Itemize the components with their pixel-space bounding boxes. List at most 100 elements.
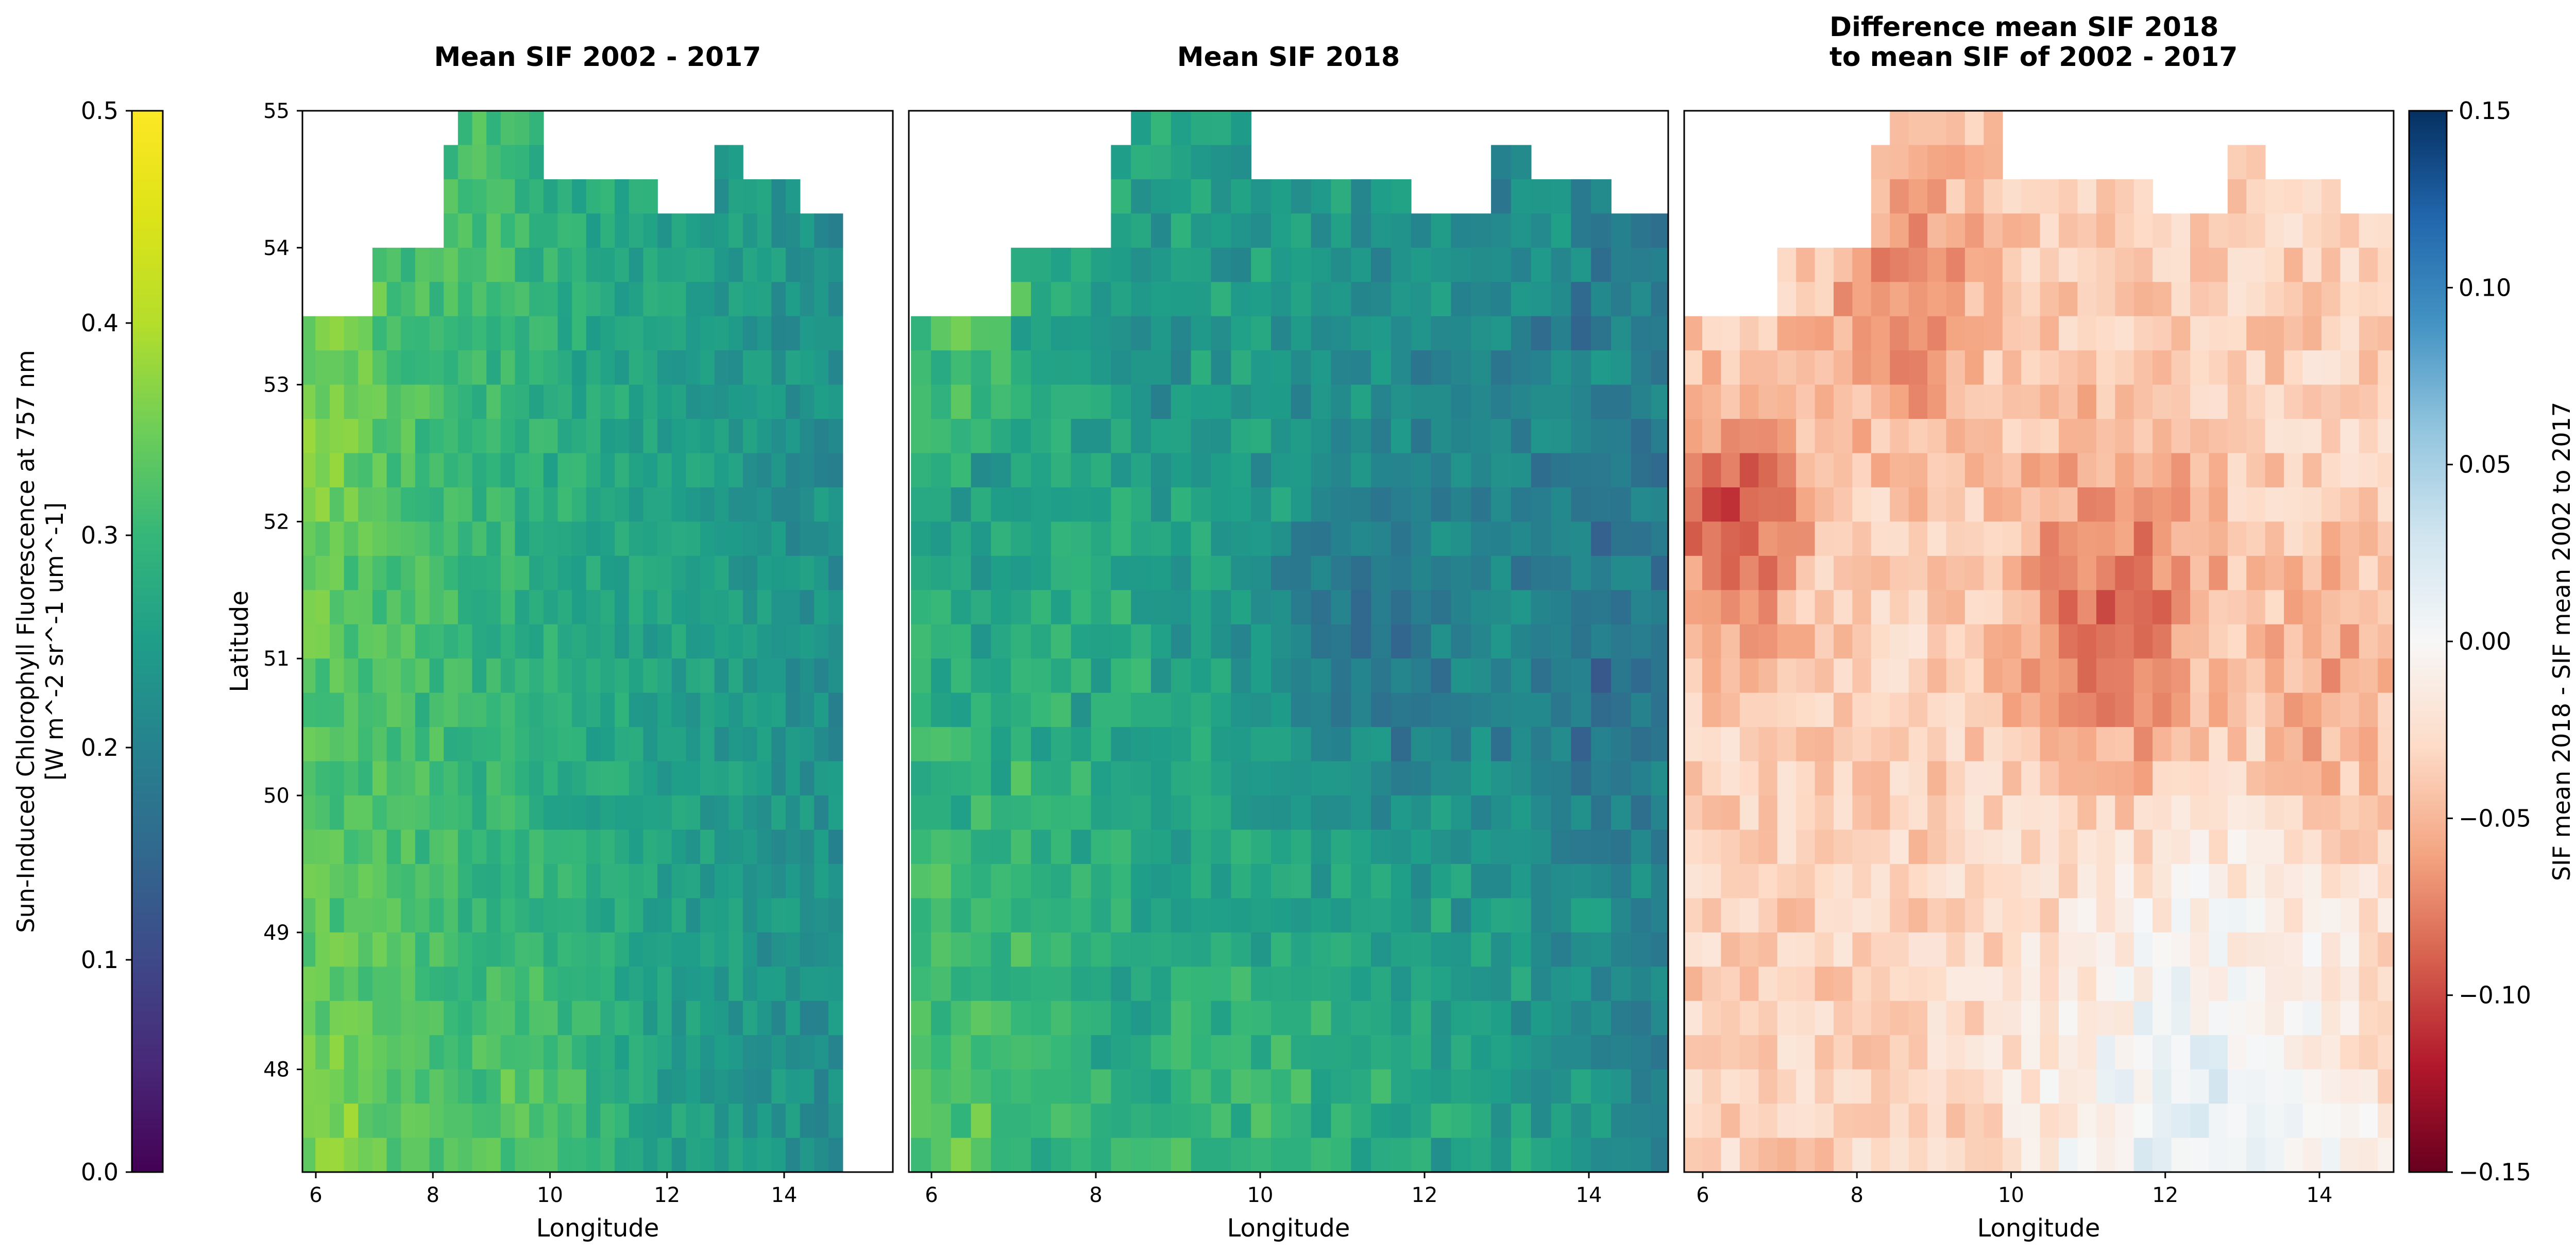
heatmap-cell	[1050, 967, 1072, 1002]
heatmap-cell	[1833, 761, 1853, 796]
heatmap-cell	[600, 590, 615, 625]
heatmap-cell	[1451, 1138, 1472, 1173]
heatmap-cell	[457, 487, 473, 522]
heatmap-cell	[1796, 795, 1816, 831]
heatmap-cell	[344, 1035, 359, 1070]
heatmap-cell	[1091, 932, 1112, 968]
heatmap-cell	[771, 863, 786, 899]
heatmap-cell	[1071, 761, 1092, 796]
heatmap-cell	[1270, 453, 1292, 488]
heatmap-cell	[1511, 384, 1532, 419]
heatmap-cell	[1984, 487, 2003, 522]
heatmap-cell	[1571, 692, 1591, 727]
heatmap-cell	[302, 624, 316, 659]
heatmap-cell	[401, 384, 416, 419]
heatmap-cell	[1815, 590, 1834, 625]
heatmap-cell	[2378, 350, 2394, 385]
heatmap-cell	[329, 1069, 345, 1104]
heatmap-cell	[714, 1035, 730, 1070]
heatmap-cell	[1251, 247, 1272, 283]
heatmap-cell	[785, 179, 801, 214]
heatmap-cell	[1171, 658, 1192, 693]
heatmap-cell	[1852, 316, 1872, 351]
heatmap-cell	[1702, 1104, 1722, 1139]
heatmap-cell	[615, 863, 630, 899]
heatmap-cell	[372, 384, 387, 419]
heatmap-cell	[2077, 1001, 2097, 1036]
left-colorbar-tick-label: 0.2	[81, 734, 118, 761]
heatmap-cell	[1231, 967, 1251, 1002]
heatmap-cell	[1031, 967, 1052, 1002]
heatmap-cell	[1611, 350, 1632, 385]
heatmap-cell	[2190, 282, 2210, 317]
heatmap-cell	[785, 1001, 801, 1036]
heatmap-cell	[1291, 487, 1312, 522]
heatmap-cell	[911, 795, 931, 831]
heatmap-cell	[951, 521, 972, 556]
heatmap-cell	[1721, 521, 1740, 556]
heatmap-cell	[1471, 555, 1492, 591]
heatmap-cell	[1908, 453, 1928, 488]
heatmap-cell	[1964, 829, 1985, 865]
heatmap-cell	[1311, 384, 1332, 419]
heatmap-cell	[1571, 419, 1591, 454]
heatmap-cell	[1739, 521, 1759, 556]
heatmap-cell	[911, 624, 931, 659]
heatmap-cell	[1171, 590, 1192, 625]
heatmap-cell	[1890, 1001, 1909, 1036]
heatmap-cell	[472, 1138, 487, 1173]
heatmap-cell	[1571, 1001, 1591, 1036]
heatmap-cell	[1984, 521, 2003, 556]
heatmap-cell	[743, 727, 758, 762]
heatmap-cell	[358, 692, 373, 727]
heatmap-cell	[1251, 624, 1272, 659]
heatmap-cell	[415, 1138, 430, 1173]
heatmap-cell	[572, 624, 587, 659]
heatmap-cell	[1431, 1035, 1452, 1070]
heatmap-cell	[2133, 1069, 2153, 1104]
heatmap-cell	[1491, 179, 1512, 214]
heatmap-cell	[1270, 898, 1292, 933]
heatmap-cell	[557, 1104, 572, 1139]
heatmap-cell	[1391, 692, 1412, 727]
heatmap-cell	[2321, 624, 2341, 659]
heatmap-cell	[1702, 1035, 1722, 1070]
heatmap-cell	[1777, 967, 1797, 1002]
heatmap-cell	[1871, 1001, 1891, 1036]
heatmap-cell	[800, 316, 815, 351]
heatmap-cell	[2246, 350, 2266, 385]
heatmap-cell	[2378, 624, 2394, 659]
heatmap-cell	[1311, 967, 1332, 1002]
heatmap-cell	[1451, 658, 1472, 693]
heatmap-cell	[557, 179, 572, 214]
heatmap-cell	[2227, 590, 2247, 625]
heatmap-cell	[1739, 555, 1759, 591]
heatmap-cell	[543, 1069, 558, 1104]
heatmap-cell	[1391, 863, 1412, 899]
heatmap-cell	[486, 658, 501, 693]
heatmap-cell	[1684, 1104, 1703, 1139]
heatmap-cell	[1946, 898, 1965, 933]
heatmap-cell	[1231, 350, 1251, 385]
heatmap-cell	[500, 350, 516, 385]
heatmap-cell	[828, 932, 843, 968]
heatmap-cell	[629, 521, 644, 556]
heatmap-cell	[2359, 898, 2378, 933]
heatmap-cell	[1551, 658, 1572, 693]
heatmap-cell	[2133, 179, 2153, 214]
heatmap-cell	[386, 658, 402, 693]
heatmap-cell	[1684, 487, 1703, 522]
heatmap-cell	[543, 282, 558, 317]
heatmap-cell	[1777, 350, 1797, 385]
heatmap-cell	[1984, 967, 2003, 1002]
heatmap-cell	[828, 453, 843, 488]
heatmap-cell	[557, 829, 572, 865]
heatmap-cell	[911, 590, 931, 625]
heatmap-cell	[515, 761, 530, 796]
heatmap-cell	[1391, 521, 1412, 556]
heatmap-cell	[1611, 1001, 1632, 1036]
heatmap-cell	[629, 829, 644, 865]
heatmap-cell	[1611, 419, 1632, 454]
heatmap-cell	[401, 1069, 416, 1104]
heatmap-cell	[302, 590, 316, 625]
